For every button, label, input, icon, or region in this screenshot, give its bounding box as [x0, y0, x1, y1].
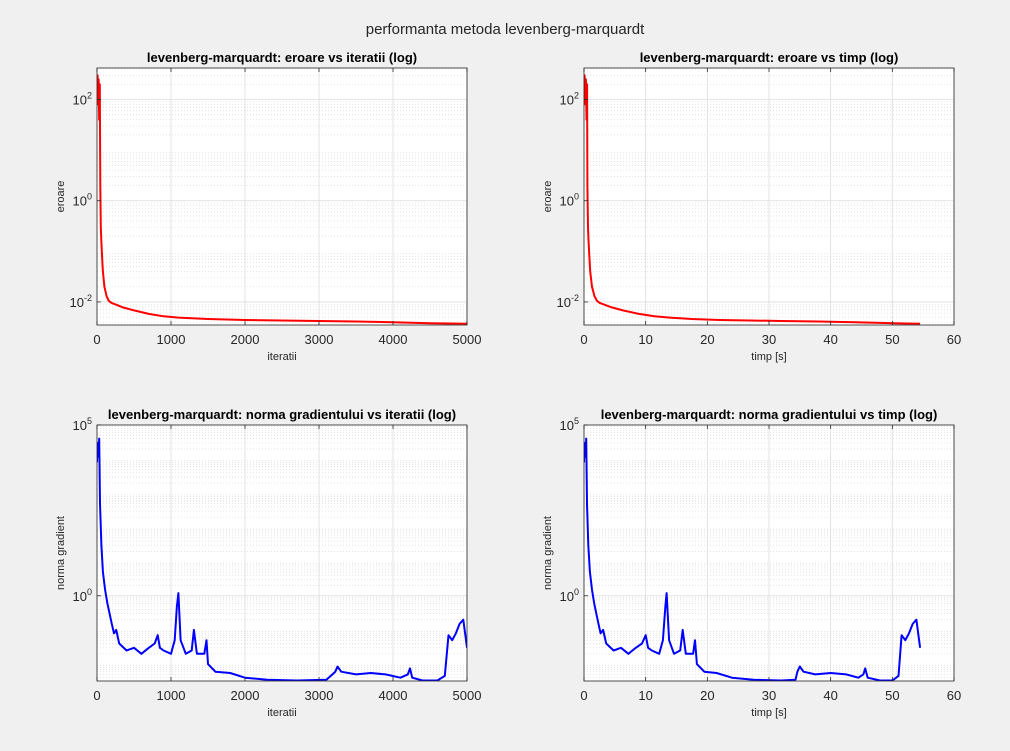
- x-tick-label: 60: [947, 688, 961, 703]
- x-tick-label: 4000: [379, 332, 408, 347]
- x-tick-label: 0: [580, 688, 587, 703]
- subplot-1: 0 1000 2000 3000 4000 5000 10-2 100 102 levenberg…: [55, 50, 481, 363]
- axes-box: [96, 424, 468, 682]
- x-tick-label: 10: [638, 332, 652, 347]
- x-tick-label: 2000: [231, 332, 260, 347]
- subplot-title: levenberg-marquardt: eroare vs iteratii …: [147, 50, 417, 65]
- plot-area: [97, 425, 467, 681]
- subplots-grid: 0 1000 2000 3000 4000 500010-2100102levenberg…: [55, 50, 961, 719]
- x-tick-label: 5000: [453, 332, 482, 347]
- y-tick-label: 105: [560, 416, 579, 433]
- y-axis-label: norma gradient: [542, 516, 554, 590]
- y-tick-label: 10-2: [70, 293, 92, 310]
- x-tick-label: 4000: [379, 688, 408, 703]
- subplot-title: levenberg-marquardt: norma gradientului …: [108, 407, 456, 422]
- data-series-line: [584, 437, 922, 681]
- plot-area: [97, 68, 467, 325]
- x-tick-label: 20: [700, 332, 714, 347]
- data-series-line: [97, 74, 467, 325]
- x-tick-label: 2000: [231, 688, 260, 703]
- y-tick-label: 102: [560, 91, 579, 108]
- x-tick-label: 30: [762, 688, 776, 703]
- figure-title: performanta metoda levenberg-marquardt: [366, 21, 645, 38]
- y-tick-label: 105: [73, 416, 92, 433]
- subplot-4: 0 10 20 30 40 50 60 100 105 levenberg-marquardt: …: [542, 407, 961, 719]
- x-tick-label: 60: [947, 332, 961, 347]
- subplot-3: 0 1000 2000 3000 4000 5000 100 105 levenberg-mar…: [55, 407, 481, 719]
- x-tick-label: 1000: [157, 332, 186, 347]
- y-tick-label: 100: [560, 587, 579, 604]
- x-tick-label: 50: [885, 688, 899, 703]
- axes-box: [96, 67, 468, 326]
- x-tick-label: 10: [638, 688, 652, 703]
- y-axis-label: norma gradient: [55, 516, 67, 590]
- y-tick-label: 100: [560, 192, 579, 209]
- x-tick-label: 3000: [305, 332, 334, 347]
- x-tick-label: 0: [93, 332, 100, 347]
- y-tick-label: 102: [73, 91, 92, 108]
- x-axis-label: timp [s]: [751, 707, 786, 719]
- x-tick-label: 1000: [157, 688, 186, 703]
- data-series-line: [97, 437, 467, 681]
- y-axis-label: eroare: [55, 181, 67, 213]
- y-tick-label: 10-2: [557, 293, 579, 310]
- x-tick-label: 30: [762, 332, 776, 347]
- x-tick-label: 40: [823, 332, 837, 347]
- subplot-title: levenberg-marquardt: eroare vs timp (log…: [640, 50, 899, 65]
- x-tick-label: 40: [823, 688, 837, 703]
- subplot-2: 0 10 20 30 40 50 60 10-2 100 102 levenberg-marquar…: [542, 50, 961, 363]
- x-tick-label: 0: [580, 332, 587, 347]
- data-series-line: [584, 74, 921, 325]
- x-axis-label: iteratii: [267, 351, 296, 363]
- y-tick-label: 100: [73, 587, 92, 604]
- x-tick-label: 0: [93, 688, 100, 703]
- x-tick-label: 20: [700, 688, 714, 703]
- subplot-title: levenberg-marquardt: norma gradientului …: [601, 407, 938, 422]
- y-tick-label: 100: [73, 192, 92, 209]
- y-axis-label: eroare: [542, 181, 554, 213]
- x-tick-label: 50: [885, 332, 899, 347]
- x-tick-label: 3000: [305, 688, 334, 703]
- x-axis-label: timp [s]: [751, 351, 786, 363]
- x-axis-label: iteratii: [267, 707, 296, 719]
- x-tick-label: 5000: [453, 688, 482, 703]
